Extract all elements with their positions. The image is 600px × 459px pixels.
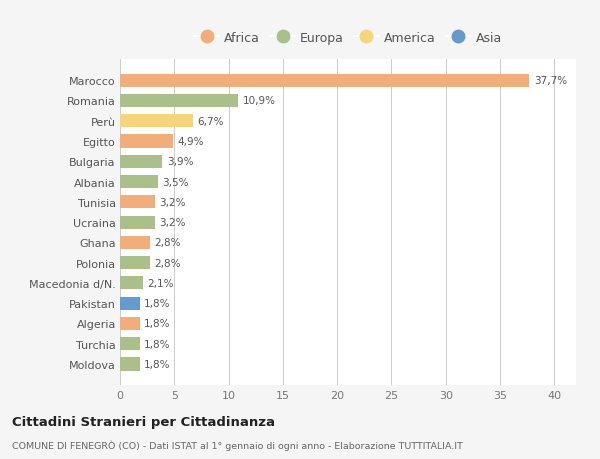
Bar <box>120 196 155 209</box>
Bar <box>120 297 140 310</box>
Bar <box>120 74 529 88</box>
Text: 2,8%: 2,8% <box>155 258 181 268</box>
Text: 10,9%: 10,9% <box>242 96 275 106</box>
Legend: Africa, Europa, America, Asia: Africa, Europa, America, Asia <box>189 27 507 50</box>
Text: 3,2%: 3,2% <box>159 218 185 228</box>
Bar <box>120 95 238 108</box>
Text: 3,9%: 3,9% <box>167 157 193 167</box>
Text: 1,8%: 1,8% <box>144 359 170 369</box>
Text: 37,7%: 37,7% <box>533 76 567 86</box>
Bar <box>120 337 140 351</box>
Bar <box>120 216 155 229</box>
Text: 1,8%: 1,8% <box>144 298 170 308</box>
Text: 2,8%: 2,8% <box>155 238 181 248</box>
Bar <box>120 277 143 290</box>
Text: 3,5%: 3,5% <box>163 177 189 187</box>
Bar <box>120 236 151 249</box>
Text: COMUNE DI FENEGRÒ (CO) - Dati ISTAT al 1° gennaio di ogni anno - Elaborazione TU: COMUNE DI FENEGRÒ (CO) - Dati ISTAT al 1… <box>12 440 463 450</box>
Text: 2,1%: 2,1% <box>147 278 173 288</box>
Bar <box>120 115 193 128</box>
Bar <box>120 358 140 371</box>
Bar <box>120 135 173 148</box>
Text: 1,8%: 1,8% <box>144 339 170 349</box>
Bar <box>120 156 163 168</box>
Bar <box>120 317 140 330</box>
Text: 1,8%: 1,8% <box>144 319 170 329</box>
Text: 3,2%: 3,2% <box>159 197 185 207</box>
Text: 6,7%: 6,7% <box>197 117 224 127</box>
Text: 4,9%: 4,9% <box>178 137 204 147</box>
Bar <box>120 257 151 269</box>
Bar <box>120 176 158 189</box>
Text: Cittadini Stranieri per Cittadinanza: Cittadini Stranieri per Cittadinanza <box>12 415 275 428</box>
